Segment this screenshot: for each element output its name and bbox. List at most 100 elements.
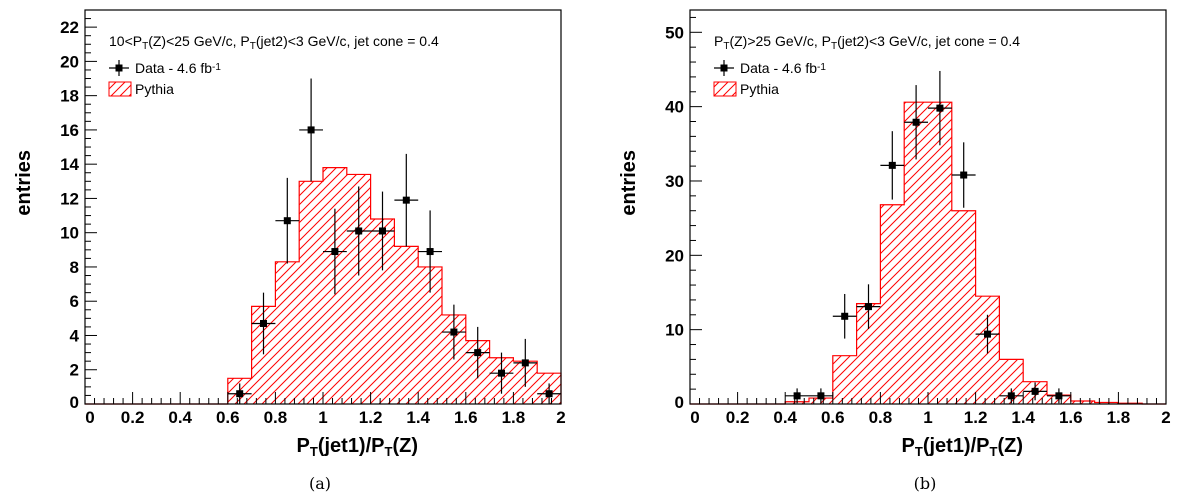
data-point <box>465 326 490 379</box>
data-point <box>323 208 347 295</box>
pythia-hist-outline <box>690 101 1166 405</box>
data-point <box>489 352 514 394</box>
pythia-hist-fill <box>85 167 561 404</box>
x-tick-label: 1.6 <box>454 408 478 427</box>
data-marker <box>402 196 410 204</box>
x-tick-label: 1 <box>923 408 932 427</box>
data-point <box>537 383 561 404</box>
data-point <box>346 186 371 276</box>
y-tick-label: 20 <box>60 52 79 71</box>
y-tick-label: 4 <box>70 326 80 345</box>
data-point <box>928 70 952 146</box>
data-point <box>418 210 442 293</box>
data-marker <box>498 369 505 377</box>
data-marker <box>936 104 944 112</box>
data-marker <box>236 390 244 398</box>
x-tick-label: 0.2 <box>726 408 750 427</box>
data-marker <box>984 330 991 338</box>
data-point <box>856 284 881 329</box>
legend-pythia-label: Pythia <box>135 81 174 97</box>
x-axis-label: PT(jet1)/PT(Z) <box>902 435 1023 459</box>
y-tick-label: 0 <box>70 393 79 412</box>
data-point <box>227 383 252 404</box>
data-marker <box>545 390 553 398</box>
legend-data-marker <box>720 64 728 72</box>
data-point <box>1047 388 1071 404</box>
data-point <box>275 177 300 264</box>
legend: Data - 4.6 fb-1 Pythia <box>108 60 221 97</box>
data-marker <box>888 161 896 169</box>
x-tick-label: 0.8 <box>869 408 893 427</box>
data-point <box>1023 382 1047 401</box>
pythia-hist-fill <box>690 102 1166 405</box>
data-point <box>904 85 928 160</box>
data-point <box>832 293 857 339</box>
data-marker <box>307 126 315 134</box>
data-point <box>394 153 419 247</box>
data-marker <box>355 227 363 235</box>
x-tick-label: 0.6 <box>821 408 845 427</box>
legend-data-label: Data - 4.6 fb-1 <box>135 60 221 76</box>
data-point <box>251 292 276 355</box>
data-marker <box>912 118 920 126</box>
cut-annotation: PT(Z)>25 GeV/c, PT(jet2)<3 GeV/c, jet co… <box>714 33 1020 52</box>
data-marker <box>379 227 386 235</box>
data-marker <box>793 392 801 400</box>
subfigure-caption: (b) <box>914 474 937 493</box>
y-tick-label: 50 <box>665 23 684 42</box>
data-point <box>975 314 1000 354</box>
data-point <box>442 304 466 360</box>
x-tick-label: 1.2 <box>964 408 988 427</box>
data-marker <box>1055 392 1063 400</box>
x-tick-label: 2 <box>556 408 565 427</box>
data-marker <box>841 312 849 320</box>
data-marker <box>817 392 825 400</box>
x-tick-label: 2 <box>1161 408 1170 427</box>
x-tick-label: 1 <box>318 408 327 427</box>
y-tick-label: 14 <box>60 155 79 174</box>
data-point <box>880 131 905 200</box>
x-tick-label: 0.4 <box>773 408 797 427</box>
y-tick-label: 0 <box>675 393 684 412</box>
x-tick-label: 0.8 <box>264 408 288 427</box>
chart-panel-a: 0 0.2 0.4 0.6 0.8 1 1.2 1.4 1.6 1.8 20246810121416… <box>13 9 566 493</box>
legend: Data - 4.6 fb-1 Pythia <box>713 60 826 97</box>
y-tick-label: 18 <box>60 87 79 106</box>
subfigure-caption: (a) <box>309 474 331 493</box>
data-point <box>785 388 809 404</box>
data-marker <box>474 349 482 357</box>
x-tick-label: 0.2 <box>121 408 145 427</box>
data-marker <box>450 328 458 336</box>
legend-data-label: Data - 4.6 fb-1 <box>740 60 826 76</box>
data-point <box>809 388 833 404</box>
data-marker <box>260 319 267 327</box>
x-tick-label: 1.8 <box>1107 408 1131 427</box>
chart-panel-b: 0 0.2 0.4 0.6 0.8 1 1.2 1.4 1.6 1.8 201020304050PT… <box>618 9 1171 493</box>
x-tick-label: 1.4 <box>406 408 430 427</box>
data-marker <box>283 217 291 225</box>
y-tick-label: 8 <box>70 258 79 277</box>
legend-pythia-label: Pythia <box>740 81 779 97</box>
data-marker <box>1031 387 1039 395</box>
data-marker <box>426 248 434 256</box>
y-tick-label: 2 <box>70 361 79 380</box>
legend-pythia-swatch <box>713 81 737 97</box>
data-point <box>370 191 395 271</box>
legend-data-marker <box>115 64 123 72</box>
data-marker <box>865 303 872 311</box>
x-tick-label: 1.6 <box>1059 408 1083 427</box>
data-marker <box>960 171 968 179</box>
data-marker <box>521 359 529 367</box>
y-tick-label: 12 <box>60 189 79 208</box>
x-tick-label: 0.4 <box>168 408 192 427</box>
data-point <box>951 142 976 208</box>
legend-pythia-swatch <box>108 81 132 97</box>
y-tick-label: 22 <box>60 18 79 37</box>
data-point <box>299 78 323 182</box>
data-point <box>513 338 538 387</box>
y-tick-label: 20 <box>665 246 684 265</box>
y-axis-label: entries <box>618 150 640 216</box>
x-tick-label: 0 <box>85 408 94 427</box>
data-marker <box>1007 392 1015 400</box>
